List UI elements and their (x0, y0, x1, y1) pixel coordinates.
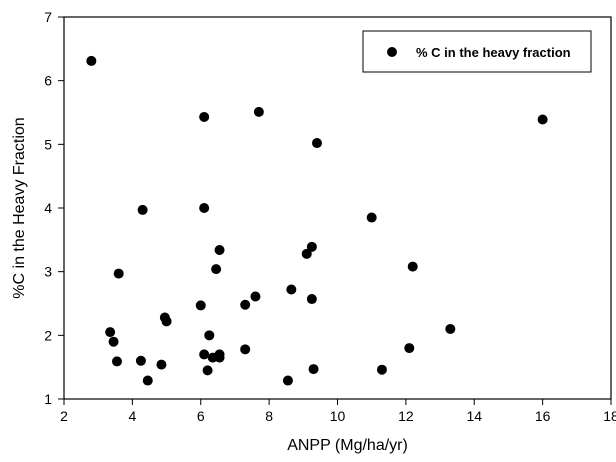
y-tick-label: 1 (44, 391, 52, 407)
data-point (311, 138, 322, 149)
data-point (306, 241, 317, 252)
data-point (142, 375, 153, 386)
y-tick-label: 7 (44, 9, 52, 25)
y-tick-label: 3 (44, 264, 52, 280)
legend-box (362, 30, 592, 73)
data-point (111, 356, 122, 367)
x-axis-label: ANPP (Mg/ha/yr) (287, 437, 408, 454)
data-point (286, 284, 297, 295)
data-point (195, 300, 206, 311)
x-tick-label: 4 (128, 408, 136, 424)
data-points (86, 55, 548, 386)
data-point (240, 344, 251, 355)
data-point (108, 336, 119, 347)
data-point (161, 316, 172, 327)
data-point (282, 375, 293, 386)
data-point (301, 248, 312, 259)
data-point (113, 268, 124, 279)
data-point (366, 212, 377, 223)
y-axis: 1 2 3 4 5 6 7 (44, 9, 64, 407)
data-point (135, 355, 146, 366)
x-tick-label: 6 (197, 408, 205, 424)
y-tick-label: 4 (44, 200, 52, 216)
x-tick-label: 2 (60, 408, 68, 424)
data-point (253, 106, 264, 117)
data-point (156, 359, 167, 370)
data-point (445, 323, 456, 334)
x-tick-label: 12 (398, 408, 414, 424)
data-point (214, 245, 225, 256)
x-tick-label: 14 (466, 408, 482, 424)
x-tick-label: 18 (603, 408, 616, 424)
data-point (376, 364, 387, 375)
y-tick-label: 6 (44, 73, 52, 89)
data-point (137, 204, 148, 215)
data-point (306, 294, 317, 305)
data-point (240, 299, 251, 310)
data-point (199, 111, 210, 122)
x-axis: 2 4 6 8 10 12 14 16 18 (60, 399, 616, 424)
legend-marker (387, 47, 397, 57)
data-point (537, 114, 548, 125)
y-tick-label: 5 (44, 136, 52, 152)
data-point (86, 55, 97, 66)
data-point (199, 349, 210, 360)
data-point (407, 261, 418, 272)
data-point (211, 264, 222, 275)
y-axis-label: %C in the Heavy Fraction (11, 117, 28, 298)
x-tick-label: 16 (535, 408, 551, 424)
data-point (250, 291, 261, 302)
legend: % C in the heavy fraction (362, 30, 592, 73)
data-point (308, 364, 319, 375)
data-point (214, 352, 225, 363)
x-tick-label: 8 (265, 408, 273, 424)
data-point (204, 330, 215, 341)
data-point (202, 365, 213, 376)
x-tick-label: 10 (330, 408, 346, 424)
data-point (105, 327, 116, 338)
legend-label: % C in the heavy fraction (416, 45, 571, 60)
data-point (404, 343, 415, 354)
data-point (199, 203, 210, 213)
y-tick-label: 2 (44, 327, 52, 343)
